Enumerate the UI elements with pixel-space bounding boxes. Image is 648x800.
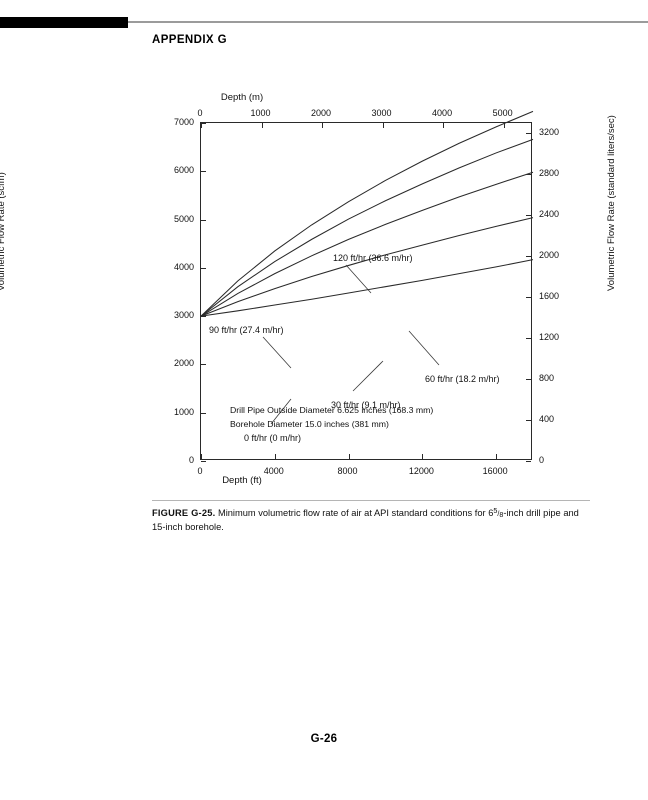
bottom-axis-title-text: Depth (ft): [222, 475, 262, 486]
caption-fraction-denominator: 8: [499, 510, 504, 519]
curves-layer: [200, 110, 534, 425]
caption-fraction: 5/8: [493, 506, 504, 519]
tick-label-top: 0: [197, 108, 203, 118]
tick-label-right: 1600: [539, 291, 560, 302]
curve-label-0ft-hr: 0 ft/hr (0 m/hr): [244, 433, 302, 443]
curve-60ft-hr: [200, 171, 534, 317]
page-folio: G-26: [310, 733, 338, 745]
annotation-drill-pipe: Drill Pipe Outside Diameter 6.625 inches…: [230, 405, 434, 415]
curve-label-90ft-hr: 90 ft/hr (27.4 m/hr): [209, 325, 284, 335]
tick-right: [526, 133, 531, 135]
tick-label-bottom: 16000: [482, 466, 508, 476]
curve-label-30ft-hr: 30 ft/hr (9.1 m/hr): [331, 400, 401, 410]
tick-label-top: 2000: [311, 108, 332, 118]
tick-label-right: 2400: [539, 209, 560, 220]
tick-right: [526, 379, 531, 381]
tick-label-left: 3000: [173, 310, 194, 321]
tick-right: [526, 420, 531, 422]
tick-bottom: [274, 454, 276, 459]
tick-label-bottom: 4000: [263, 466, 284, 476]
tick-label-right: 800: [539, 373, 555, 384]
tick-label-bottom: 12000: [408, 466, 434, 476]
tick-label-left: 5000: [173, 213, 194, 224]
tick-label-left: 7000: [173, 117, 194, 127]
leader-line: [262, 336, 292, 369]
tick-right: [526, 215, 531, 217]
curve-90ft-hr: [200, 138, 534, 317]
leader-line: [270, 398, 292, 425]
tick-bottom: [422, 454, 424, 459]
curve-30ft-hr: [200, 217, 534, 317]
tick-left: [201, 171, 206, 173]
tick-label-bottom: 8000: [337, 466, 358, 476]
tick-label-top: 5000: [492, 108, 513, 118]
tick-label-left: 6000: [173, 165, 194, 176]
tick-label-right: 400: [539, 414, 555, 425]
tick-label-left: 0: [188, 455, 194, 465]
left-axis-title: Volumetric Flow Rate (scfm): [0, 172, 7, 291]
top-axis-title: Depth (m): [0, 92, 648, 103]
tick-label-top: 1000: [250, 108, 271, 118]
tick-top: [201, 123, 202, 128]
tick-left: [201, 364, 206, 366]
figure-caption-text-before: Minimum volumetric flow rate of air at A…: [217, 508, 494, 518]
tick-top: [503, 123, 505, 128]
tick-left: [201, 461, 206, 462]
curve-label-60ft-hr: 60 ft/hr (18.2 m/hr): [425, 374, 500, 384]
curve-0ft-hr: [200, 259, 534, 317]
top-axis-title-text: Depth (m): [220, 92, 264, 103]
tick-left: [201, 123, 206, 124]
tick-left: [201, 219, 206, 221]
right-axis-title: Volumetric Flow Rate (standard liters/se…: [606, 115, 617, 291]
tick-bottom: [201, 454, 202, 459]
running-head-bar: [0, 17, 128, 28]
annotation-borehole: Borehole Diameter 15.0 inches (381 mm): [230, 419, 389, 429]
tick-label-right: 2000: [539, 250, 560, 261]
figure-g-25: Depth (m) Depth (ft) Volumetric Flow Rat…: [0, 92, 648, 486]
caption-rule: [152, 500, 590, 501]
leader-line: [352, 360, 384, 392]
curve-label-120ft-hr: 120 ft/hr (36.6 m/hr): [333, 253, 413, 263]
tick-top: [382, 123, 384, 128]
tick-left: [201, 412, 206, 414]
tick-label-top: 4000: [432, 108, 453, 118]
tick-label-right: 0: [539, 455, 545, 465]
tick-right: [526, 174, 531, 176]
tick-top: [443, 123, 445, 128]
tick-label-right: 1200: [539, 332, 560, 343]
leader-line: [408, 330, 440, 366]
tick-top: [322, 123, 324, 128]
tick-right: [526, 297, 531, 299]
tick-right: [526, 256, 531, 258]
tick-label-top: 3000: [371, 108, 392, 118]
tick-label-left: 1000: [173, 406, 194, 417]
figure-caption: FIGURE G-25. Minimum volumetric flow rat…: [152, 506, 592, 535]
tick-left: [201, 267, 206, 269]
tick-label-left: 4000: [173, 261, 194, 272]
tick-bottom: [496, 454, 498, 459]
appendix-title: APPENDIX G: [152, 34, 227, 46]
running-head-rule: [128, 21, 648, 23]
tick-right: [526, 338, 531, 340]
figure-caption-text-after: -inch drill pipe and 15-inch borehole.: [152, 508, 579, 533]
tick-bottom: [348, 454, 350, 459]
caption-fraction-numerator: 5: [493, 506, 498, 515]
bottom-axis-title: Depth (ft): [0, 475, 648, 486]
tick-top: [261, 123, 263, 128]
tick-label-right: 2800: [539, 168, 560, 179]
tick-left: [201, 316, 206, 318]
figure-caption-label: FIGURE G-25.: [152, 508, 216, 518]
tick-label-bottom: 0: [197, 466, 203, 476]
curve-120ft-hr: [200, 110, 534, 317]
leader-line: [345, 264, 372, 294]
tick-right: [526, 461, 531, 462]
tick-label-right: 3200: [539, 127, 560, 138]
tick-label-left: 2000: [173, 358, 194, 369]
plot-area: 120 ft/hr (36.6 m/hr) 90 ft/hr (27.4 m/hr…: [200, 110, 534, 462]
